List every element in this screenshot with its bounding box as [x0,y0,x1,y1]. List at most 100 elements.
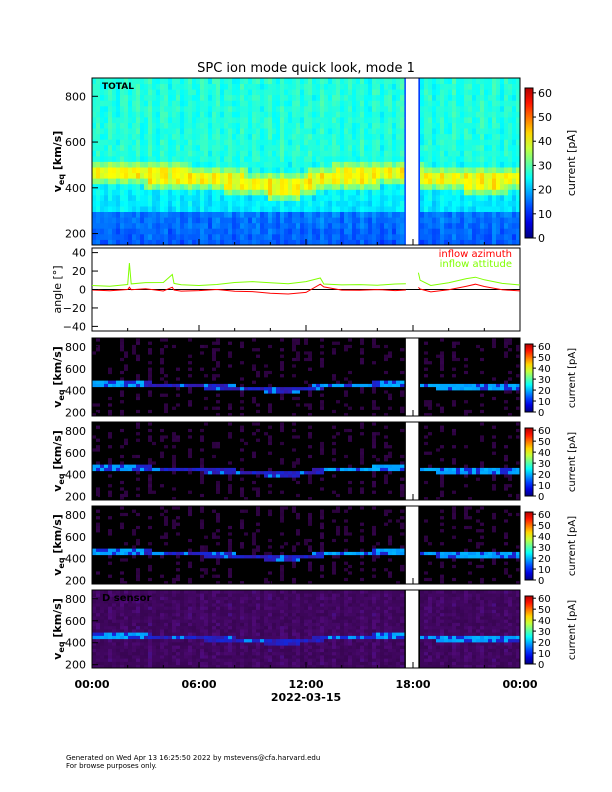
heatmap-cell [208,344,213,349]
heatmap-cell [140,338,145,342]
heatmap-cell [436,78,441,84]
heatmap-cell [508,117,513,123]
heatmap-cell [512,194,517,201]
heatmap-cell [384,386,389,391]
heatmap-cell [124,111,129,118]
heatmap-cell [108,222,113,229]
heatmap-cell [120,167,125,174]
heatmap-cell [272,409,277,414]
heatmap-cell [128,228,133,235]
heatmap-cell [360,144,365,151]
heatmap-cell [120,78,125,84]
heatmap-cell [124,347,129,352]
heatmap-cell [300,364,305,368]
heatmap-cell [496,239,501,246]
heatmap-cell [228,351,233,355]
heatmap-cell [192,347,197,352]
heatmap-cell [236,155,241,162]
heatmap-cell [272,150,277,157]
heatmap-cell [320,161,325,168]
heatmap-cell [248,367,253,371]
heatmap-cell [232,83,237,90]
heatmap-cell [508,128,513,135]
heatmap-cell [180,351,185,355]
heatmap-cell [108,383,113,388]
heatmap-cell [204,139,209,146]
heatmap-cell [248,128,253,135]
heatmap-cell [312,344,317,349]
heatmap-cell [212,338,217,342]
heatmap-cell [428,206,433,212]
heatmap-cell [332,211,337,218]
heatmap-cell [100,341,105,345]
heatmap-cell [184,344,189,349]
heatmap-cell [200,200,205,207]
heatmap-cell [448,189,453,196]
heatmap-cell [148,155,153,162]
heatmap-cell [184,399,189,404]
heatmap-cell [436,128,441,135]
heatmap-cell [288,100,293,107]
heatmap-cell [248,155,253,162]
heatmap-cell [308,94,313,101]
heatmap-cell [396,206,401,212]
heatmap-cell [400,139,405,146]
heatmap-cell [160,200,165,207]
heatmap-cell [236,105,241,112]
heatmap-cell [256,393,261,397]
heatmap-cell [256,122,261,129]
heatmap-cell [116,111,121,118]
heatmap-cell [428,167,433,174]
heatmap-cell [328,373,333,378]
heatmap-cell [144,338,149,342]
heatmap-cell [144,122,149,129]
heatmap-cell [292,83,297,90]
heatmap-cell [188,406,193,410]
heatmap-cell [252,183,257,190]
heatmap-cell [184,94,189,101]
heatmap-cell [256,406,261,410]
heatmap-cell [208,189,213,196]
heatmap-cell [320,206,325,212]
heatmap-cell [288,78,293,84]
heatmap-cell [516,150,521,157]
heatmap-cell [104,338,109,342]
heatmap-cell [376,383,381,388]
heatmap-cell [236,360,241,365]
heatmap-cell [180,89,185,96]
heatmap-cell [452,122,457,129]
heatmap-cell [136,344,141,349]
heatmap-cell [432,111,437,118]
heatmap-cell [336,360,341,365]
heatmap-cell [120,383,125,388]
heatmap-cell [144,393,149,397]
heatmap-cell [376,200,381,207]
heatmap-cell [92,78,97,84]
heatmap-cell [392,222,397,229]
heatmap-cell [128,217,133,224]
heatmap-cell [512,228,517,235]
heatmap-cell [248,200,253,207]
heatmap-cell [420,83,425,90]
heatmap-cell [180,222,185,229]
heatmap-cell [284,409,289,414]
heatmap-cell [192,386,197,391]
heatmap-cell [396,338,401,342]
heatmap-cell [328,354,333,358]
heatmap-cell [396,393,401,397]
heatmap-cell [204,100,209,107]
heatmap-cell [344,403,349,407]
heatmap-cell [284,94,289,101]
heatmap-cell [248,172,253,179]
heatmap-cell [224,351,229,355]
heatmap-cell [136,357,141,362]
heatmap-cell [356,399,361,404]
heatmap-cell [276,351,281,355]
heatmap-cell [136,367,141,371]
y-tick-label: 200 [65,228,86,241]
heatmap-cell [272,139,277,146]
heatmap-cell [264,139,269,146]
heatmap-cell [284,128,289,135]
heatmap-cell [432,178,437,185]
heatmap-cell [276,386,281,391]
